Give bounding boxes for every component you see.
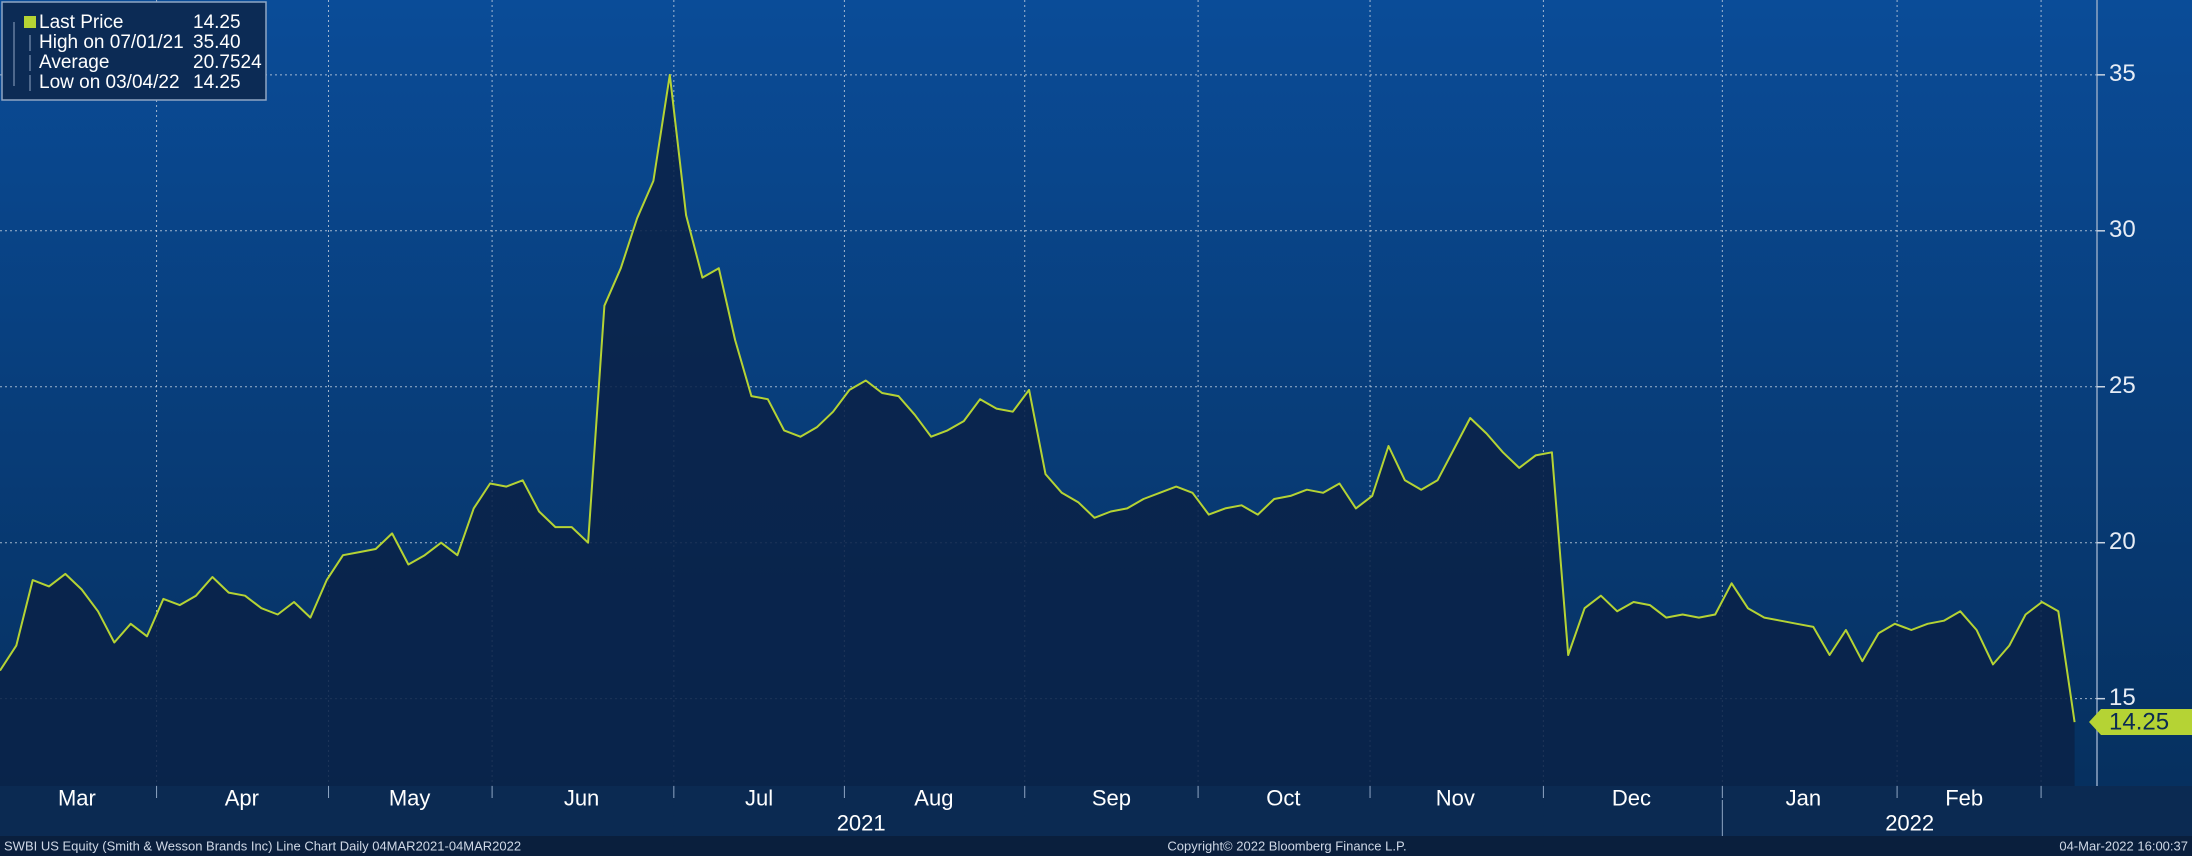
plot-area xyxy=(0,73,2076,786)
legend-label: Last Price xyxy=(39,12,123,33)
y-tick-label: 25 xyxy=(2109,372,2136,399)
legend-value: 35.40 xyxy=(193,32,241,53)
x-tick-label: Jun xyxy=(564,785,599,810)
y-tick-label: 20 xyxy=(2109,528,2136,555)
footer-band xyxy=(0,836,2192,856)
legend-swatch xyxy=(24,16,36,28)
y-tick-label: 35 xyxy=(2109,60,2136,87)
axes: 15 20 25 30 35 Mar Apr May Jun Jul Aug Sep Oct Nov Dec… xyxy=(58,60,2192,836)
footer-right: 04-Mar-2022 16:00:37 xyxy=(2059,838,2188,853)
footer-center: Copyright© 2022 Bloomberg Finance L.P. xyxy=(1167,838,1406,853)
x-tick-label: May xyxy=(389,785,431,810)
last-price-tag xyxy=(2089,709,2192,736)
x-tick-label: Nov xyxy=(1436,785,1475,810)
x-tick-label: Oct xyxy=(1266,785,1300,810)
legend-value: 14.25 xyxy=(193,72,241,93)
last-price-label: 14.25 xyxy=(2109,708,2169,735)
x-tick-label: Jul xyxy=(745,785,773,810)
x-tick-label: Dec xyxy=(1612,785,1651,810)
x-tick-label: Apr xyxy=(225,785,259,810)
x-year-label: 2022 xyxy=(1885,811,1934,836)
x-year-label: 2021 xyxy=(837,811,886,836)
legend-box xyxy=(1,1,267,101)
y-tick-label: 15 xyxy=(2109,684,2136,711)
x-axis-band xyxy=(0,786,2192,836)
price-line xyxy=(0,73,2076,723)
x-tick-label: Sep xyxy=(1092,785,1131,810)
x-tick-label: Aug xyxy=(914,785,953,810)
x-tick-label: Jan xyxy=(1786,785,1821,810)
x-tick-label: Mar xyxy=(58,785,96,810)
y-tick-label: 30 xyxy=(2109,216,2136,243)
legend-value: 20.7524 xyxy=(193,52,262,73)
area xyxy=(0,74,2075,786)
legend-value: 14.25 xyxy=(193,12,241,33)
legend-label: High on 07/01/21 xyxy=(39,32,184,53)
legend-label: Average xyxy=(39,52,109,73)
x-tick-label: Feb xyxy=(1945,785,1983,810)
legend-label: Low on 03/04/22 xyxy=(39,72,180,93)
legend: Last Price 14.25 High on 07/01/21 35.40 Aver… xyxy=(1,1,267,101)
footer-left: SWBI US Equity (Smith & Wesson Brands In… xyxy=(4,838,521,853)
